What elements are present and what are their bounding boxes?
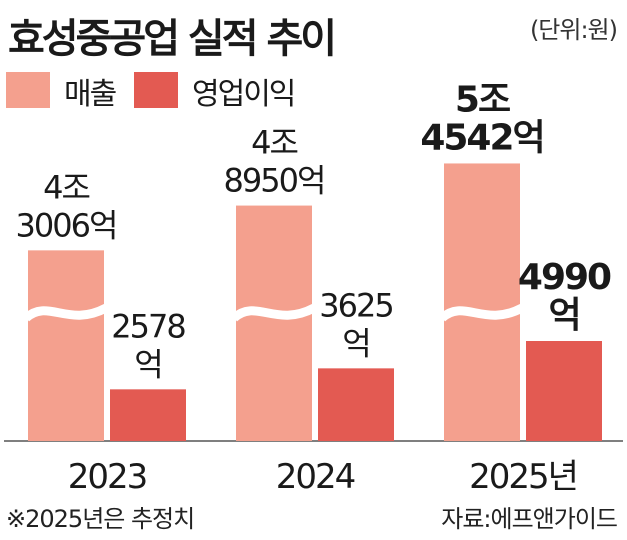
axis-break-mark-2 (438, 303, 525, 322)
sales-value-label-1-0: 4조 (251, 124, 297, 162)
bar-operating-profit-0 (110, 389, 186, 441)
sales-value-label-0-0: 4조 (43, 168, 89, 206)
legend-swatch-sales (6, 72, 50, 108)
legend-label-sales: 매출 (64, 77, 117, 112)
x-tick-label-1: 2024 (276, 457, 355, 497)
operating-profit-value-label-2-0: 4990 (518, 257, 611, 298)
legend-label-operating-profit: 영업이익 (192, 77, 296, 112)
operating-profit-value-label-2-1: 억 (548, 295, 579, 336)
legend-swatch-operating-profit (134, 72, 178, 108)
operating-profit-value-label-1-1: 억 (342, 324, 369, 362)
bar-sales-0 (28, 250, 104, 441)
operating-profit-value-label-1-0: 3625 (319, 286, 392, 324)
sales-value-label-0-1: 3006억 (16, 206, 117, 244)
sales-value-label-1-1: 8950억 (224, 162, 325, 200)
unit-label: (단위:원) (529, 16, 618, 44)
axis-break-mark-1 (230, 303, 317, 322)
axis-break-mark-0 (22, 303, 109, 322)
bar-sales-2 (444, 163, 520, 442)
footnote: ※2025년은 추정치 (6, 505, 195, 533)
sales-value-label-2-1: 4542억 (420, 117, 543, 158)
bar-operating-profit-1 (318, 368, 394, 441)
source: 자료:에프앤가이드 (441, 505, 618, 533)
x-tick-label-2: 2025년 (469, 457, 577, 497)
x-tick-label-0: 2023 (68, 457, 147, 497)
chart-title: 효성중공업 실적 추이 (8, 16, 337, 62)
sales-value-label-2-0: 5조 (455, 79, 510, 120)
bar-sales-1 (236, 205, 312, 441)
bar-operating-profit-2 (526, 341, 602, 441)
operating-profit-value-label-0-0: 2578 (111, 307, 185, 345)
operating-profit-value-label-0-1: 억 (134, 345, 161, 383)
